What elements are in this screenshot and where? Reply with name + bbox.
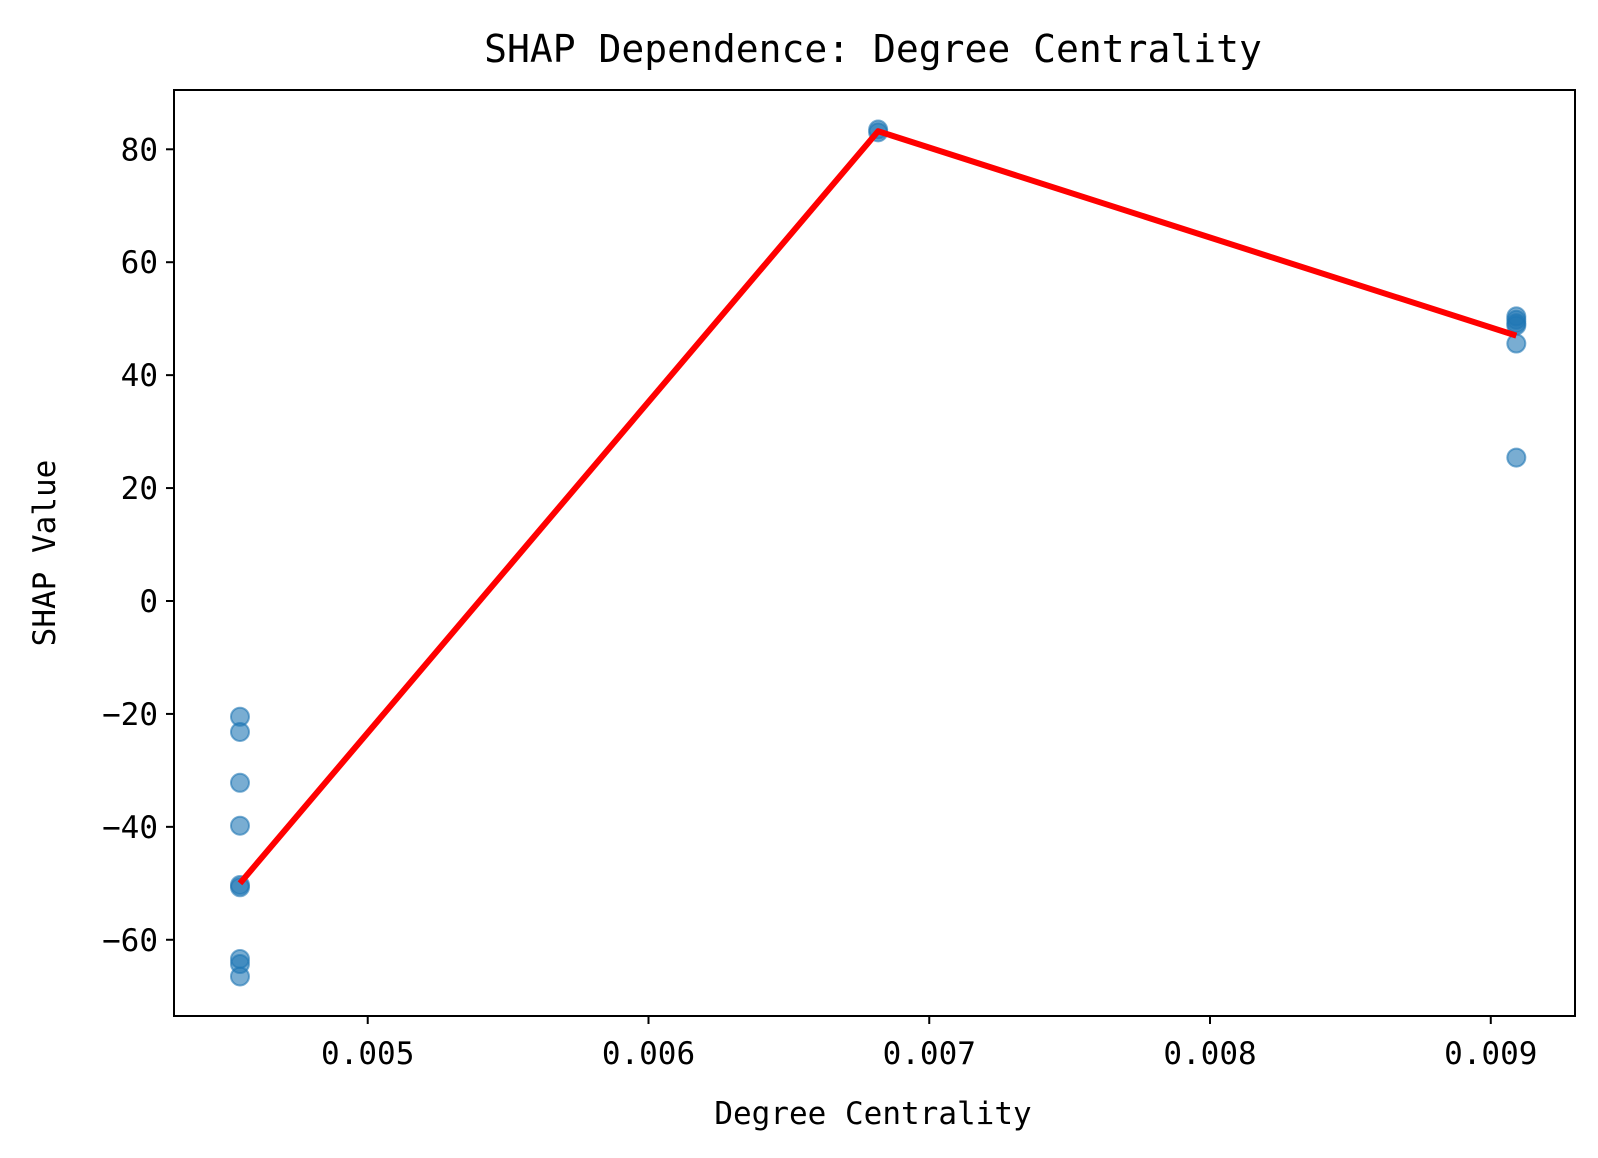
x-axis: 0.005 0.006 0.007 0.008 0.009	[321, 1016, 1537, 1072]
scatter-point-3	[229, 815, 250, 836]
x-tick-label-1: 0.006	[602, 1036, 695, 1072]
y-axis: −60 −40 −20 0 20 40 60 80	[102, 132, 174, 959]
y-axis-label: SHAP Value	[27, 460, 63, 647]
y-tick-label-1: −40	[102, 810, 158, 846]
y-tick-label-7: 80	[121, 132, 158, 168]
y-tick-label-4: 20	[121, 471, 158, 507]
y-tick-label-5: 40	[121, 358, 158, 394]
scatter-point-1	[229, 721, 250, 742]
x-tick-label-0: 0.005	[321, 1036, 414, 1072]
y-tick-label-2: −20	[102, 697, 158, 733]
x-axis-label: Degree Centrality	[714, 1096, 1031, 1132]
scatter-point-16	[1506, 447, 1527, 468]
chart-title: SHAP Dependence: Degree Centrality	[484, 27, 1262, 71]
plot-frame	[173, 89, 1576, 1017]
scatter-point-8	[229, 966, 250, 987]
x-tick-label-2: 0.007	[883, 1036, 976, 1072]
scatter-point-5	[229, 877, 250, 898]
y-tick-label-0: −60	[102, 923, 158, 959]
scatter-point-15	[1506, 333, 1527, 354]
x-tick-label-4: 0.009	[1444, 1036, 1537, 1072]
y-tick-label-6: 60	[121, 245, 158, 281]
trend-line	[237, 128, 1518, 886]
scatter-point-2	[229, 772, 250, 793]
x-tick-label-3: 0.008	[1163, 1036, 1256, 1072]
plot-area	[229, 119, 1527, 987]
y-tick-label-3: 0	[139, 584, 158, 620]
